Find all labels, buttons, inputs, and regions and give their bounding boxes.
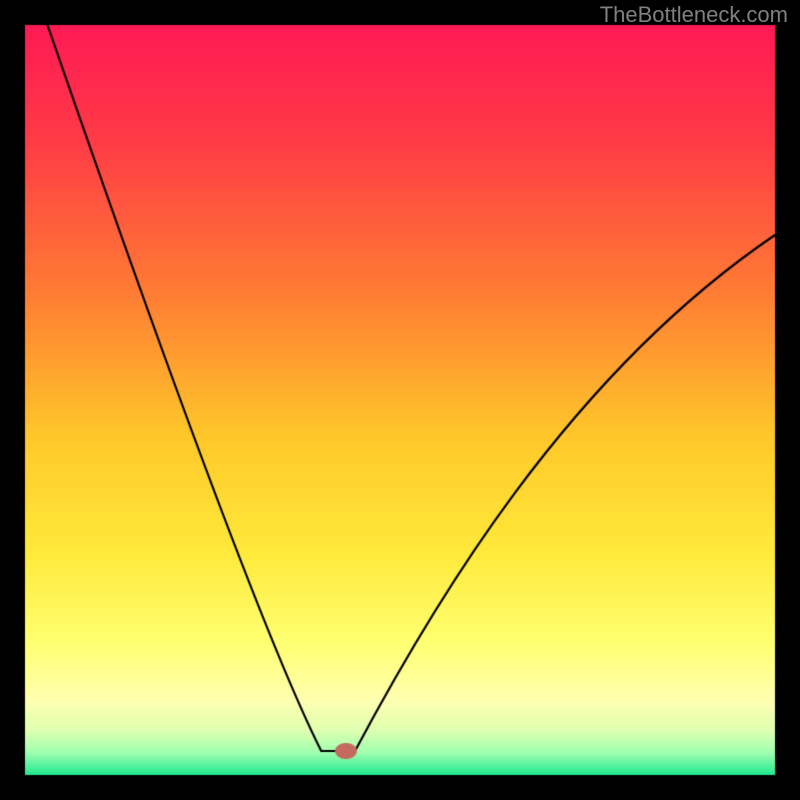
chart-container: TheBottleneck.com	[0, 0, 800, 800]
bottleneck-chart-canvas	[0, 0, 800, 800]
